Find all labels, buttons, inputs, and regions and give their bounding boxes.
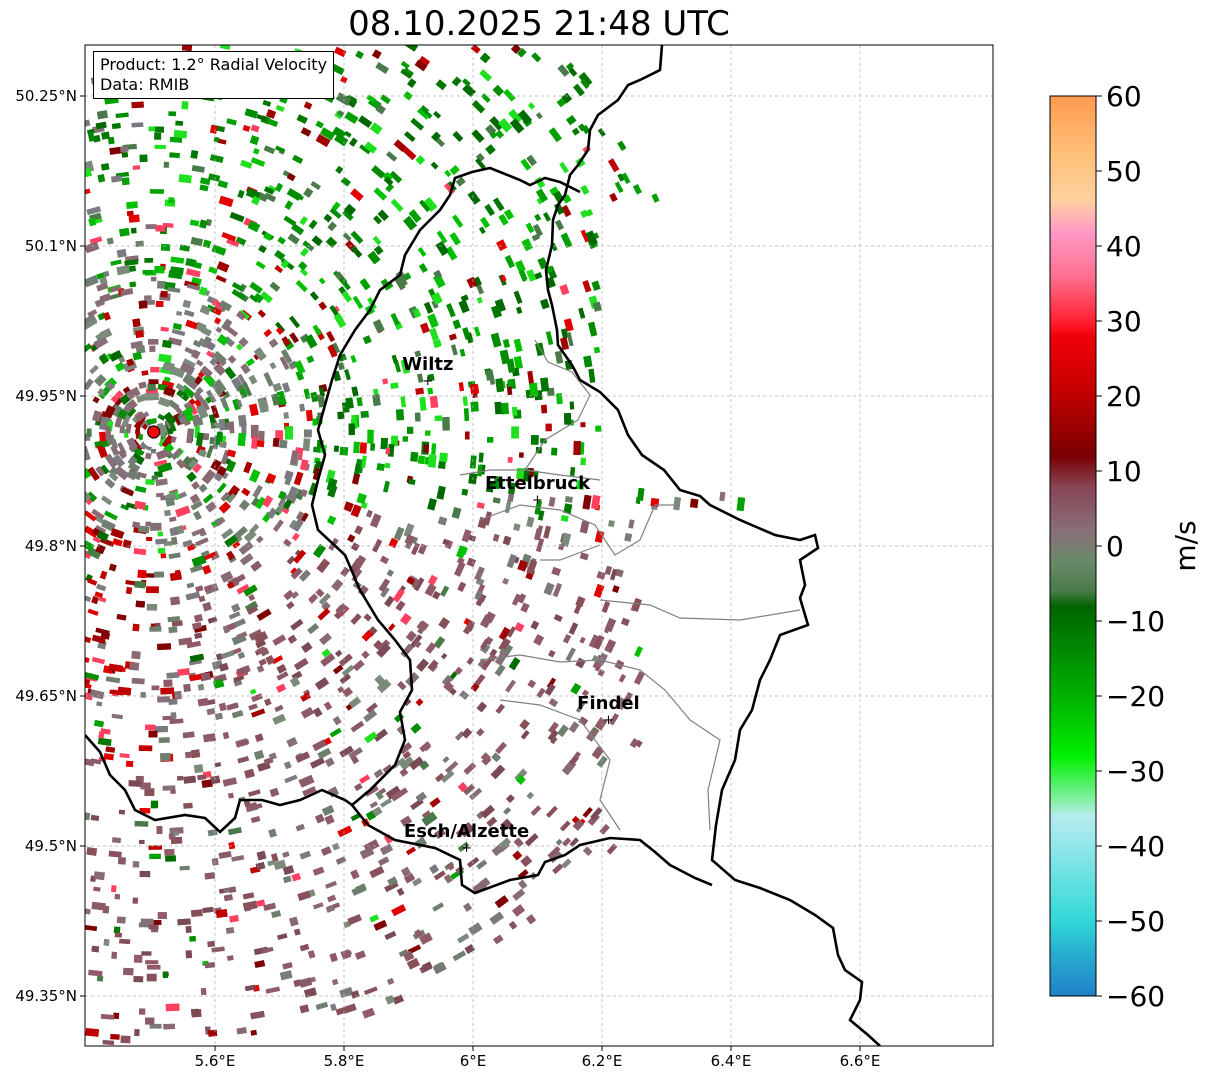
radar-site-marker[interactable] — [142, 425, 161, 447]
colorbar-band — [1050, 321, 1096, 337]
lat-tick-label: 49.8°N — [25, 537, 77, 555]
luxembourg-west-border — [310, 166, 713, 895]
lat-tick-label: 49.5°N — [25, 837, 77, 855]
colorbar-band — [1050, 756, 1096, 802]
colorbar-tick-label: 60 — [1106, 80, 1142, 113]
colorbar-tick-label: −20 — [1106, 680, 1165, 713]
city-marker: + — [422, 374, 433, 389]
colorbar-tick-label: −10 — [1106, 605, 1165, 638]
france-belgium-border — [85, 734, 353, 834]
colorbar-tick-label: 40 — [1106, 230, 1142, 263]
colorbar-band — [1050, 696, 1096, 757]
colorbar-tick-label: −30 — [1106, 755, 1165, 788]
city-marker: + — [461, 841, 472, 856]
colorbar-band — [1050, 276, 1096, 322]
colorbar-tick-label: −50 — [1106, 905, 1165, 938]
lon-tick-label: 6°E — [460, 1052, 487, 1070]
colorbar: 60 50 40 30 20 10 0 −10 −20 −30 −40 −50 −60 m/s — [1049, 80, 1202, 1013]
lat-tick-label: 49.35°N — [15, 987, 77, 1005]
colorbar-tick-label: −40 — [1106, 830, 1165, 863]
colorbar-band — [1050, 96, 1096, 157]
lon-tick-label: 6.4°E — [711, 1052, 752, 1070]
gridlines — [85, 45, 993, 1046]
lon-tick-label: 6.6°E — [840, 1052, 881, 1070]
city-marker: + — [532, 493, 543, 508]
info-box: Product: 1.2° Radial Velocity Data: RMIB — [93, 51, 335, 99]
colorbar-tick-label: 50 — [1106, 155, 1142, 188]
colorbar-tick-label: 0 — [1106, 530, 1124, 563]
colorbar-band — [1050, 456, 1096, 487]
colorbar-tick-label: 20 — [1106, 380, 1142, 413]
colorbar-band — [1050, 801, 1096, 817]
product-label: Product: 1.2° Radial Velocity — [100, 55, 328, 74]
colorbar-tick-label: −60 — [1106, 980, 1165, 1013]
lat-tick-label: 50.25°N — [15, 87, 77, 105]
colorbar-tick-label: 10 — [1106, 455, 1142, 488]
colorbar-band — [1050, 606, 1096, 697]
colorbar-band — [1050, 591, 1096, 607]
data-source-label: Data: RMIB — [100, 75, 190, 94]
radar-site-dot[interactable] — [147, 425, 161, 439]
colorbar-band — [1050, 156, 1096, 202]
city-label: Esch/Alzette — [404, 821, 529, 842]
colorbar-band — [1050, 531, 1096, 562]
colorbar-band — [1050, 561, 1096, 592]
city-marker: + — [603, 713, 614, 728]
lon-tick-label: 6.2°E — [582, 1052, 623, 1070]
colorbar-tick-label: 30 — [1106, 305, 1142, 338]
latitude-axis: 50.25°N 50.1°N 49.95°N 49.8°N 49.65°N 49.5°N 4… — [15, 87, 85, 1005]
country-border — [544, 45, 881, 1046]
lat-tick-label: 49.95°N — [15, 387, 77, 405]
chart-title: 08.10.2025 21:48 UTC — [348, 4, 730, 44]
colorbar-unit-label: m/s — [1169, 520, 1202, 571]
border-layer — [85, 45, 881, 1046]
colorbar-band — [1050, 201, 1096, 232]
colorbar-band — [1050, 816, 1096, 922]
longitude-axis: 5.6°E 5.8°E 6°E 6.2°E 6.4°E 6.6°E — [195, 1046, 881, 1070]
city-layer: +Wiltz+Ettelbruck+Findel+Esch/Alzette — [402, 354, 640, 856]
colorbar-band — [1050, 951, 1096, 997]
city-label: Ettelbruck — [485, 473, 591, 494]
city-label: Wiltz — [402, 354, 453, 375]
velocity-echo-layer — [85, 45, 746, 1046]
lon-tick-label: 5.8°E — [324, 1052, 365, 1070]
colorbar-band — [1050, 921, 1096, 952]
colorbar-band — [1050, 396, 1096, 457]
colorbar-band — [1050, 336, 1096, 397]
lat-tick-label: 49.65°N — [15, 687, 77, 705]
colorbar-band — [1050, 231, 1096, 277]
city-label: Findel — [577, 693, 640, 714]
canton-borders — [459, 339, 801, 831]
colorbar-band — [1050, 486, 1096, 532]
lat-tick-label: 50.1°N — [25, 237, 77, 255]
lon-tick-label: 5.6°E — [195, 1052, 236, 1070]
